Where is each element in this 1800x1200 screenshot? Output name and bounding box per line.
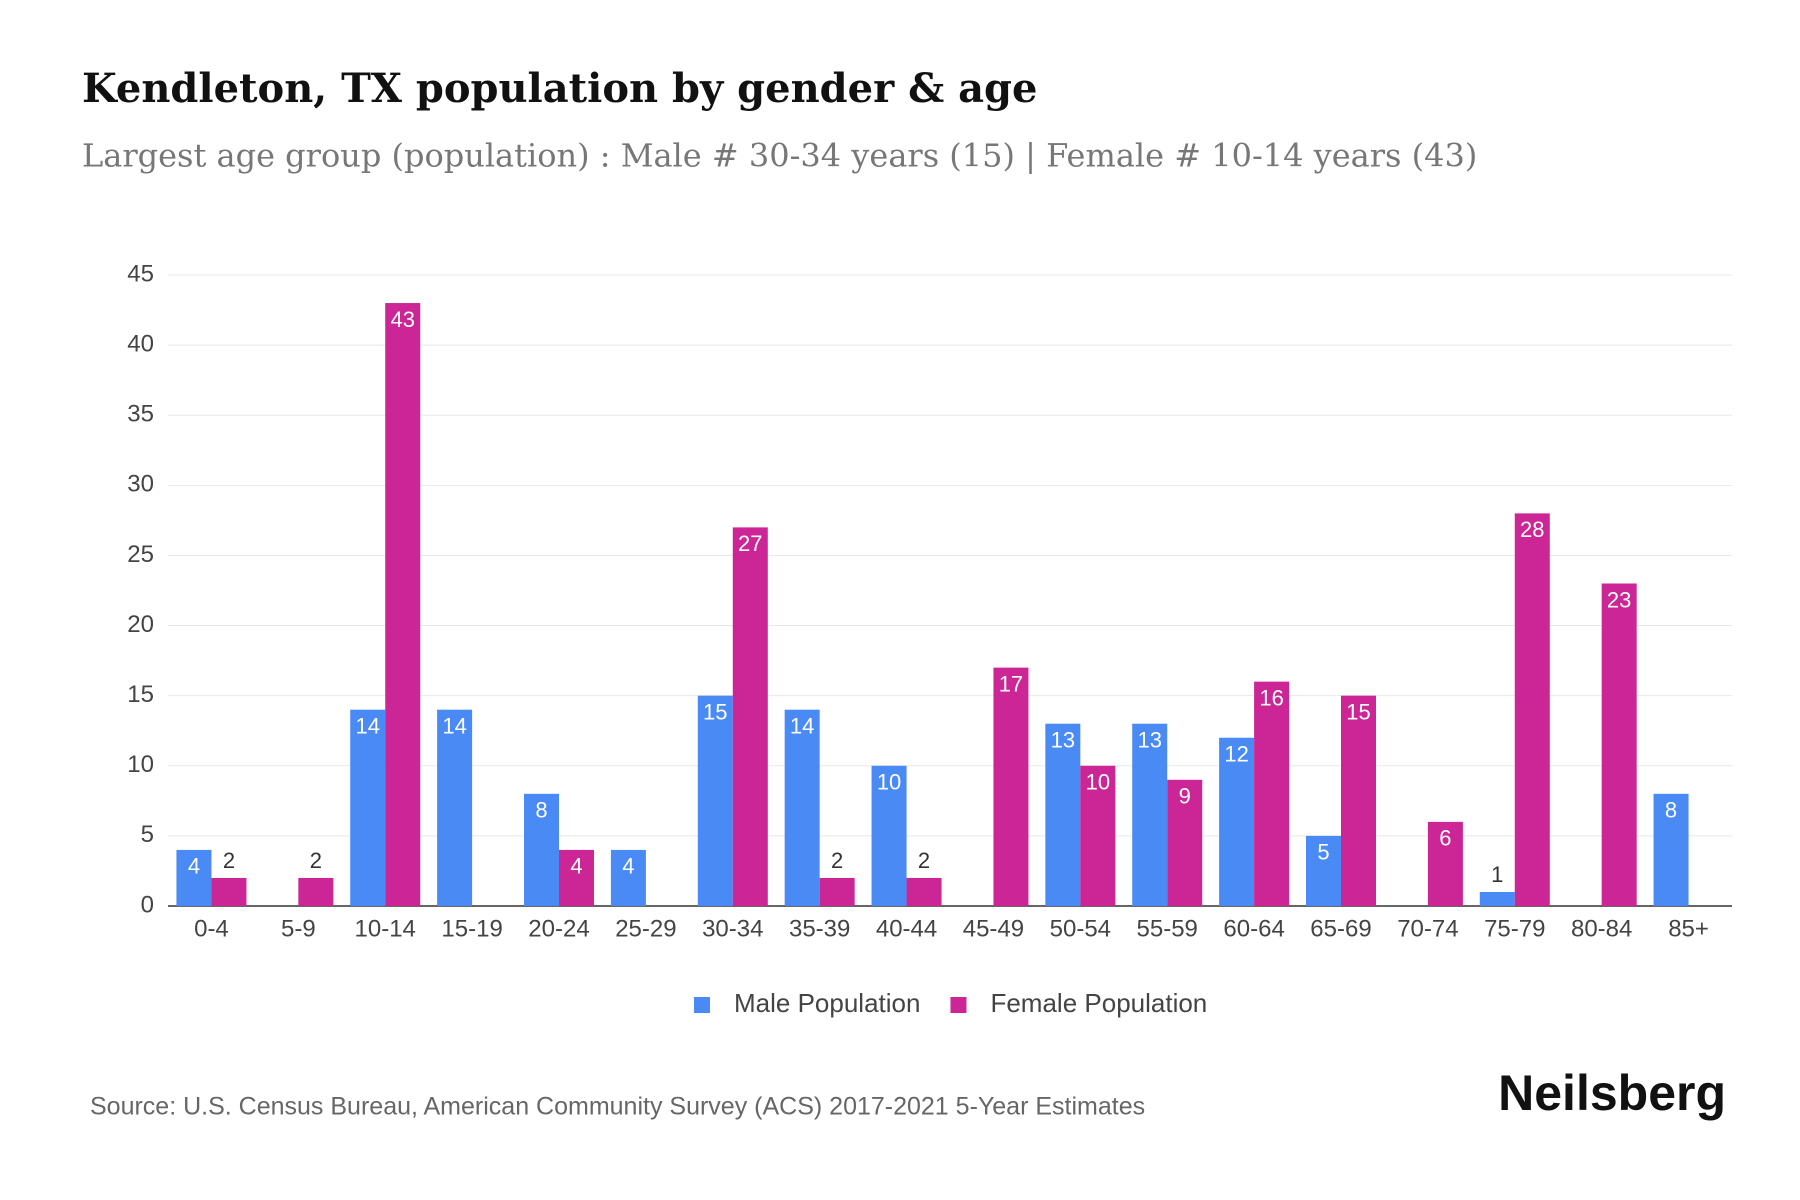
x-tick-label: 60-64 <box>1223 915 1284 942</box>
y-tick-label: 45 <box>127 260 154 287</box>
bar <box>385 303 421 906</box>
y-tick-label: 10 <box>127 751 154 778</box>
y-tick-label: 25 <box>127 541 154 568</box>
bar <box>610 849 646 906</box>
legend-swatch <box>950 997 967 1013</box>
bar <box>1601 583 1637 906</box>
chart-title: Kendleton, TX population by gender & age <box>82 65 1037 112</box>
data-label: 13 <box>1137 728 1161 753</box>
data-label: 1 <box>1491 862 1503 887</box>
y-tick-label: 35 <box>127 401 154 428</box>
x-tick-label: 15-19 <box>441 915 502 942</box>
x-tick-label: 30-34 <box>702 915 763 942</box>
data-label: 12 <box>1224 742 1248 767</box>
x-tick-label: 20-24 <box>528 915 589 942</box>
bar <box>437 709 473 906</box>
data-label: 15 <box>1346 699 1370 724</box>
data-label: 6 <box>1439 826 1451 851</box>
bar <box>819 877 855 906</box>
y-tick-label: 15 <box>127 681 154 708</box>
y-tick-label: 20 <box>127 611 154 638</box>
bar <box>1080 765 1116 906</box>
bar <box>1427 821 1463 906</box>
x-tick-label: 75-79 <box>1484 915 1545 942</box>
data-label: 23 <box>1607 587 1631 612</box>
bar <box>350 709 386 906</box>
data-label: 4 <box>622 854 634 879</box>
bar <box>697 695 733 906</box>
bar <box>1514 513 1550 906</box>
data-label: 8 <box>535 798 547 823</box>
legend-label: Male Population <box>734 988 920 1018</box>
data-label: 4 <box>570 854 582 879</box>
data-label: 10 <box>877 770 901 795</box>
data-label: 28 <box>1520 517 1544 542</box>
data-label: 2 <box>310 848 322 873</box>
data-label: 2 <box>831 848 843 873</box>
data-label: 16 <box>1259 685 1283 710</box>
legend-label: Female Population <box>990 988 1207 1018</box>
bar <box>1653 793 1689 906</box>
bar <box>1219 737 1255 906</box>
bar <box>784 709 820 906</box>
data-label: 4 <box>188 854 200 879</box>
bar <box>1341 695 1376 906</box>
x-tick-label: 10-14 <box>355 915 416 942</box>
y-tick-label: 0 <box>141 891 154 918</box>
data-label: 43 <box>390 307 414 332</box>
data-label: 15 <box>703 699 727 724</box>
y-tick-label: 30 <box>127 471 154 498</box>
bar <box>176 849 212 906</box>
bar <box>1254 681 1290 906</box>
legend-swatch <box>694 997 710 1013</box>
data-label: 14 <box>790 714 814 739</box>
data-label: 13 <box>1051 728 1075 753</box>
data-label: 10 <box>1086 770 1110 795</box>
x-tick-label: 70-74 <box>1397 915 1458 942</box>
bar <box>559 849 594 906</box>
bar <box>871 765 907 906</box>
chart-subtitle: Largest age group (population) : Male # … <box>82 137 1477 175</box>
x-tick-label: 50-54 <box>1050 915 1111 942</box>
x-tick-label: 5-9 <box>281 915 316 942</box>
bar <box>211 877 247 906</box>
bar <box>1306 835 1341 906</box>
data-label: 14 <box>442 714 466 739</box>
bar <box>1045 723 1081 906</box>
y-tick-label: 5 <box>141 821 154 848</box>
bar <box>1167 779 1203 906</box>
data-label: 9 <box>1179 784 1191 809</box>
bar <box>1132 723 1168 906</box>
brand-logo: Neilsberg <box>1498 1065 1726 1121</box>
x-tick-label: 65-69 <box>1310 915 1371 942</box>
data-label: 14 <box>355 714 379 739</box>
bar <box>906 877 942 906</box>
y-tick-label: 40 <box>127 330 154 357</box>
x-tick-label: 25-29 <box>615 915 676 942</box>
bar <box>1479 891 1515 906</box>
x-tick-label: 35-39 <box>789 915 850 942</box>
bar <box>732 527 768 906</box>
data-label: 8 <box>1665 798 1677 823</box>
data-label: 27 <box>738 531 762 556</box>
bar <box>524 793 559 906</box>
data-label: 2 <box>918 848 930 873</box>
data-label: 2 <box>223 848 235 873</box>
x-tick-label: 85+ <box>1668 915 1709 942</box>
source-note: Source: U.S. Census Bureau, American Com… <box>90 1093 1145 1121</box>
x-tick-label: 45-49 <box>963 915 1024 942</box>
x-tick-label: 40-44 <box>876 915 937 942</box>
bar <box>993 667 1029 906</box>
data-label: 17 <box>999 671 1023 696</box>
x-tick-label: 55-59 <box>1137 915 1198 942</box>
x-tick-label: 80-84 <box>1571 915 1632 942</box>
bar <box>298 877 334 906</box>
x-tick-label: 0-4 <box>194 915 229 942</box>
data-label: 5 <box>1317 840 1329 865</box>
